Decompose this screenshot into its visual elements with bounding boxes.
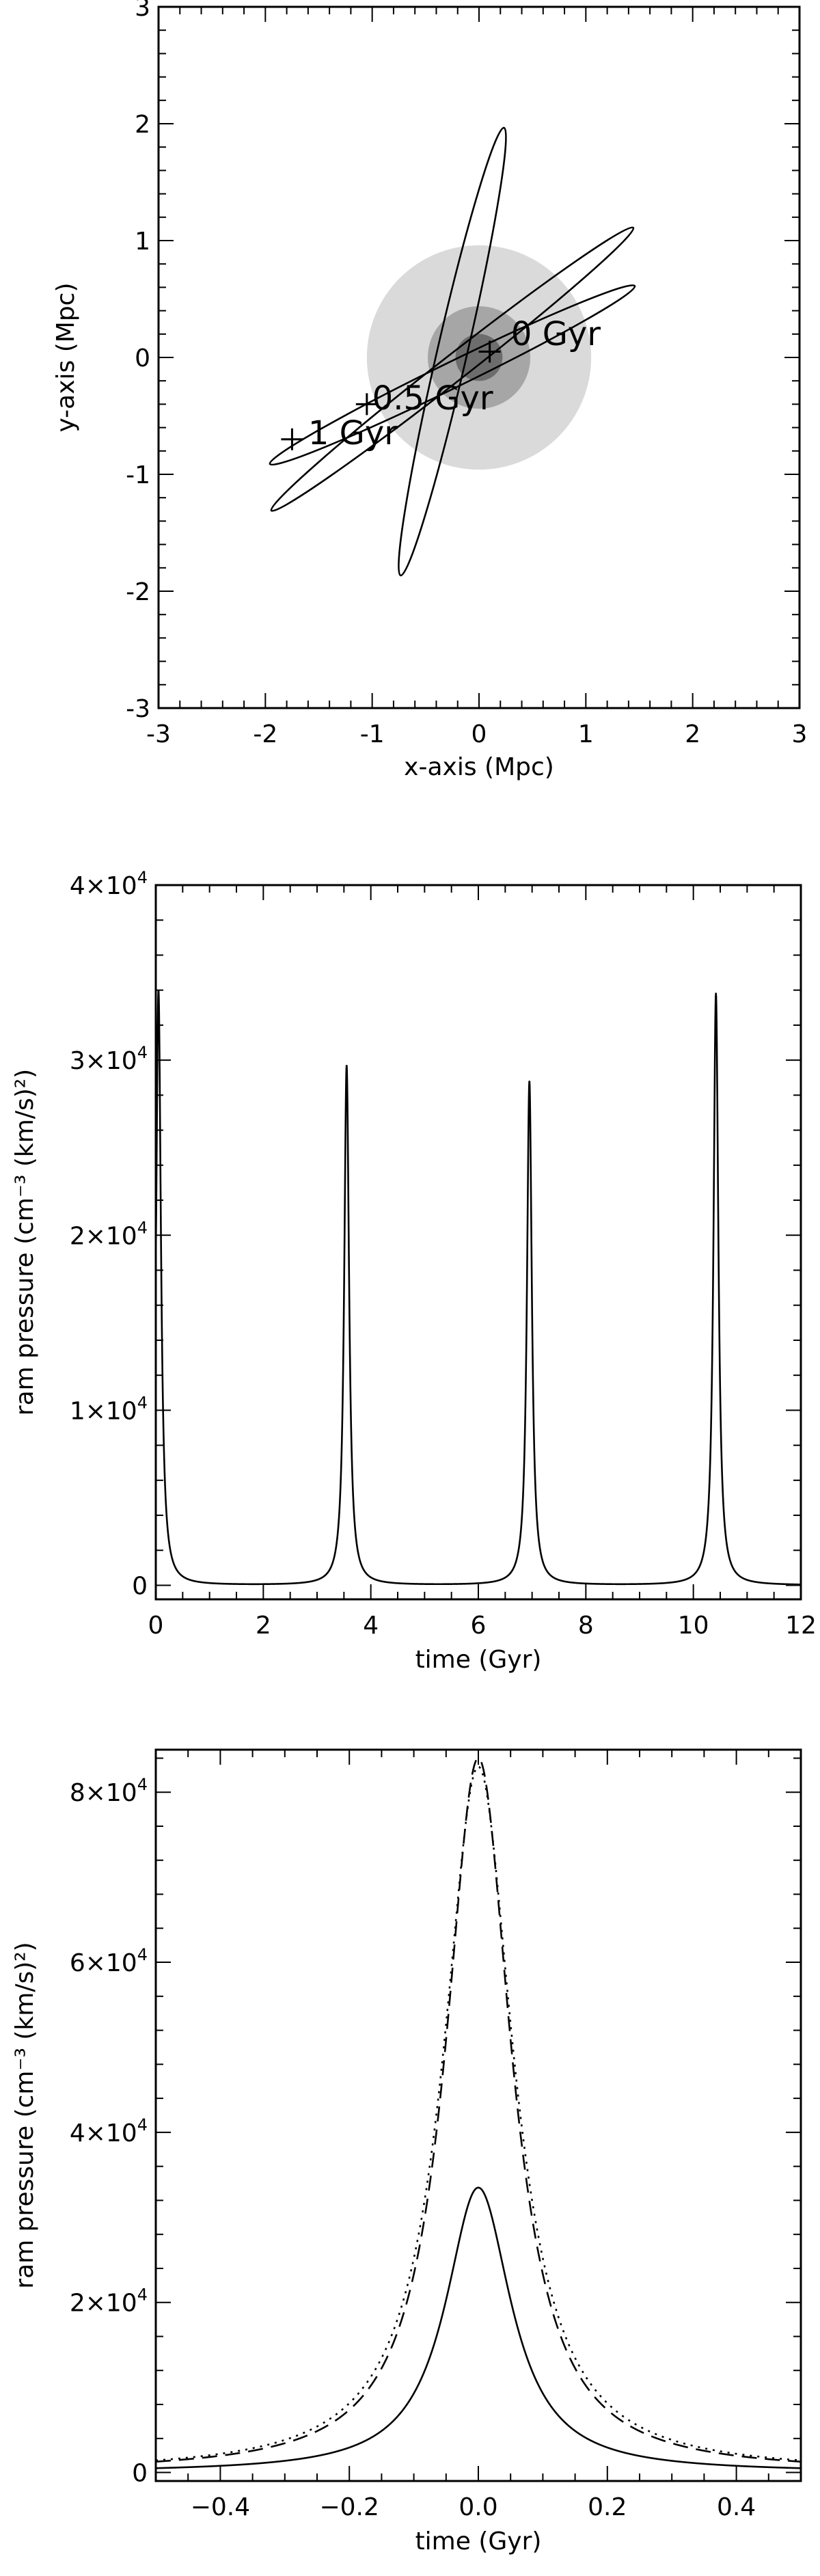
y-tick-exponent: 4 bbox=[137, 2286, 148, 2305]
time-annotation: 1 Gyr bbox=[308, 414, 398, 452]
y-tick-label: 0 bbox=[132, 1573, 148, 1601]
y-tick-label: 1×104 bbox=[70, 1393, 148, 1425]
orbit-path bbox=[270, 226, 635, 512]
time-marker bbox=[478, 340, 501, 363]
series-dashed-line bbox=[155, 1757, 802, 2463]
y-tick-label: 2 bbox=[135, 111, 150, 139]
y-tick-label: 6×104 bbox=[70, 1945, 148, 1977]
y-tick-label: 4×104 bbox=[70, 868, 148, 900]
x-tick-label: -1 bbox=[360, 720, 385, 748]
y-tick-exponent: 4 bbox=[137, 1043, 148, 1062]
y-tick-label: 3×104 bbox=[70, 1043, 148, 1075]
x-axis-label: time (Gyr) bbox=[415, 1646, 542, 1674]
cluster-ring bbox=[455, 334, 503, 381]
x-axis-label: time (Gyr) bbox=[415, 2527, 542, 2555]
plot-frame bbox=[154, 1748, 802, 2482]
x-tick-label: 4 bbox=[363, 1612, 379, 1640]
x-tick-label: 12 bbox=[785, 1612, 817, 1640]
time-annotation: 0.5 Gyr bbox=[372, 379, 493, 418]
x-tick-label: -2 bbox=[253, 720, 277, 748]
y-tick-base: 8×10 bbox=[70, 1779, 137, 1807]
x-tick-label: −0.4 bbox=[191, 2493, 250, 2521]
x-tick-label: 0.2 bbox=[588, 2493, 627, 2521]
plot-frame bbox=[154, 884, 802, 1601]
y-tick-exponent: 4 bbox=[137, 1218, 148, 1237]
x-tick-label: 0.4 bbox=[717, 2493, 756, 2521]
series-solid-line bbox=[154, 990, 802, 1586]
y-tick-exponent: 4 bbox=[137, 1775, 148, 1794]
y-tick-base: 4×10 bbox=[70, 872, 137, 900]
orbit-path bbox=[269, 284, 636, 466]
y-tick-label: 8×104 bbox=[70, 1775, 148, 1807]
y-axis-label: ram pressure (cm⁻³ (km/s)²) bbox=[11, 1942, 39, 2288]
x-tick-label: 6 bbox=[471, 1612, 487, 1640]
x-tick-label: 2 bbox=[685, 720, 700, 748]
y-tick-exponent: 4 bbox=[137, 1945, 148, 1964]
orbit-path bbox=[398, 126, 507, 577]
y-tick-base: 3×10 bbox=[70, 1047, 137, 1075]
x-axis-label: x-axis (Mpc) bbox=[404, 753, 554, 781]
x-tick-label: 0.0 bbox=[459, 2493, 497, 2521]
y-axis-label: y-axis (Mpc) bbox=[52, 282, 80, 432]
y-tick-base: 4×10 bbox=[70, 2119, 137, 2147]
y-tick-label: 0 bbox=[135, 344, 150, 372]
y-tick-base: 0 bbox=[132, 2460, 148, 2488]
y-tick-label: -2 bbox=[126, 578, 150, 606]
x-tick-label: 0 bbox=[472, 720, 487, 748]
y-tick-exponent: 4 bbox=[137, 868, 148, 887]
y-tick-base: 1×10 bbox=[70, 1397, 137, 1425]
x-tick-label: 10 bbox=[678, 1612, 709, 1640]
y-axis-label: ram pressure (cm⁻³ (km/s)²) bbox=[11, 1069, 39, 1415]
y-tick-exponent: 4 bbox=[137, 2115, 148, 2134]
y-tick-label: -1 bbox=[126, 461, 150, 489]
y-tick-base: 0 bbox=[132, 1573, 148, 1601]
y-tick-base: 2×10 bbox=[70, 2290, 137, 2318]
y-tick-label: 0 bbox=[132, 2460, 148, 2488]
y-tick-exponent: 4 bbox=[137, 1393, 148, 1412]
x-tick-label: 1 bbox=[578, 720, 594, 748]
time-annotation: 0 Gyr bbox=[511, 315, 601, 353]
y-tick-label: 3 bbox=[135, 0, 150, 22]
series-solid-line bbox=[155, 2186, 802, 2469]
y-tick-label: 2×104 bbox=[70, 1218, 148, 1250]
x-tick-label: 0 bbox=[148, 1612, 164, 1640]
x-tick-label: 3 bbox=[792, 720, 808, 748]
x-tick-label: 2 bbox=[256, 1612, 271, 1640]
time-marker bbox=[355, 393, 378, 416]
y-tick-base: 6×10 bbox=[70, 1949, 137, 1977]
ram-pressure-panel-2: −0.4 −0.2 0.0 0.2 0.402×1044×1046×1048×104ti… bbox=[11, 1748, 802, 2555]
y-tick-base: 2×10 bbox=[70, 1222, 137, 1250]
series-dotted-line bbox=[155, 1765, 802, 2462]
x-tick-label: -3 bbox=[146, 720, 171, 748]
x-tick-label: 8 bbox=[578, 1612, 594, 1640]
y-tick-label: 1 bbox=[135, 228, 150, 256]
y-tick-label: 2×104 bbox=[70, 2286, 148, 2318]
y-tick-label: -3 bbox=[126, 695, 150, 723]
x-tick-label: −0.2 bbox=[319, 2493, 379, 2521]
y-tick-label: 4×104 bbox=[70, 2115, 148, 2147]
time-marker bbox=[281, 428, 303, 450]
